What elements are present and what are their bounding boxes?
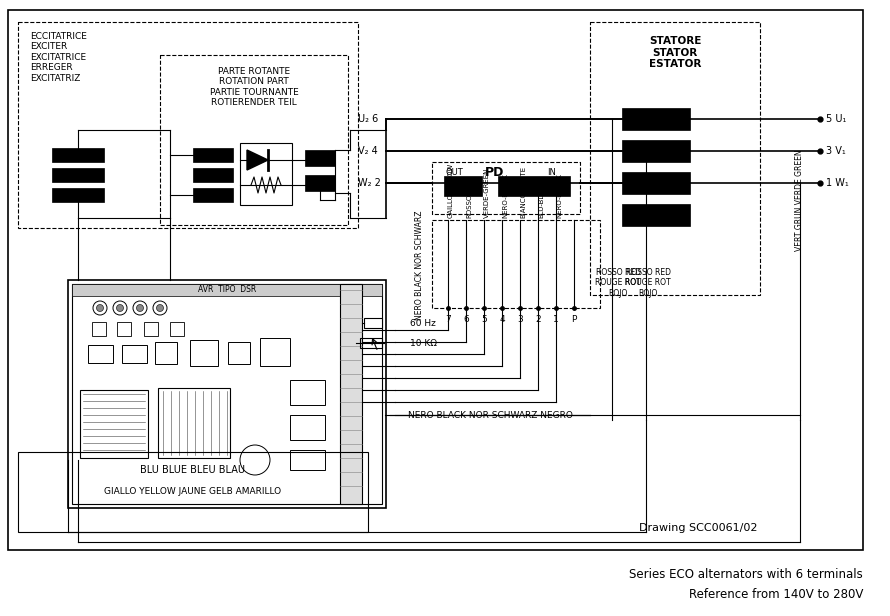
Bar <box>155 342 177 364</box>
Bar <box>290 415 325 440</box>
Text: BIANCO-WHITE: BIANCO-WHITE <box>520 166 526 218</box>
Text: ROSSO RED
ROUGE ROT
ROJO: ROSSO RED ROUGE ROT ROJO <box>595 268 641 298</box>
Bar <box>622 204 690 226</box>
Bar <box>68 280 386 508</box>
Text: ROSSO-RED: ROSSO-RED <box>466 177 472 218</box>
Text: BLU-BLUE: BLU-BLUE <box>538 185 544 218</box>
Text: ECCITATRICE
EXCITER
EXCITATRICE
ERREGER
EXCITATRIZ: ECCITATRICE EXCITER EXCITATRICE ERREGER … <box>30 32 87 83</box>
Text: NERO BLACK NOR SCHWARZ: NERO BLACK NOR SCHWARZ <box>416 210 425 320</box>
Bar <box>8 10 863 550</box>
Bar <box>622 140 690 162</box>
Text: 10 KΩ: 10 KΩ <box>410 339 437 347</box>
Text: STATORE
STATOR
ESTATOR: STATORE STATOR ESTATOR <box>649 36 701 69</box>
Text: P: P <box>571 315 577 324</box>
Text: GIALLO YELLOW JAUNE GELB AMARILLO: GIALLO YELLOW JAUNE GELB AMARILLO <box>104 487 281 496</box>
Text: 3 V₁: 3 V₁ <box>826 146 846 156</box>
Bar <box>260 338 290 366</box>
Text: GAILLO-YELLOW: GAILLO-YELLOW <box>448 163 454 218</box>
Text: ROSSO RED
ROUGE ROT
ROJO: ROSSO RED ROUGE ROT ROJO <box>625 268 671 298</box>
Text: 3: 3 <box>517 315 523 324</box>
Bar <box>117 322 131 336</box>
Bar <box>622 108 690 130</box>
Text: VERT GRUN VERDE GREEN: VERT GRUN VERDE GREEN <box>796 149 805 251</box>
Bar <box>52 188 104 202</box>
Text: 5 U₁: 5 U₁ <box>826 114 846 124</box>
Bar <box>88 345 113 363</box>
Circle shape <box>157 304 164 312</box>
Text: PARTE ROTANTE
ROTATION PART
PARTIE TOURNANTE
ROTIERENDER TEIL: PARTE ROTANTE ROTATION PART PARTIE TOURN… <box>210 67 298 107</box>
Bar <box>290 380 325 405</box>
Bar <box>432 162 580 214</box>
Text: U₂ 6: U₂ 6 <box>358 114 378 124</box>
Bar <box>590 22 760 295</box>
Bar <box>18 452 368 532</box>
Text: IN: IN <box>547 168 556 177</box>
Bar <box>240 143 292 205</box>
Bar <box>170 322 184 336</box>
Bar <box>193 188 233 202</box>
Bar <box>144 322 158 336</box>
Text: NERO-BLACK: NERO-BLACK <box>502 173 508 218</box>
Text: VERDE-GREEN: VERDE-GREEN <box>484 168 490 218</box>
Bar <box>193 168 233 182</box>
Text: 7: 7 <box>445 315 451 324</box>
Bar <box>190 340 218 366</box>
Bar <box>305 175 335 191</box>
Bar <box>52 148 104 162</box>
Bar <box>360 338 382 348</box>
Bar <box>432 220 600 308</box>
Bar <box>122 345 147 363</box>
Bar <box>52 168 104 182</box>
Text: AVR  TIPO  DSR: AVR TIPO DSR <box>198 285 256 294</box>
Circle shape <box>136 304 143 312</box>
Text: 5: 5 <box>481 315 487 324</box>
Circle shape <box>117 304 124 312</box>
Text: NERO-BLACK: NERO-BLACK <box>556 173 562 218</box>
Text: V₂ 4: V₂ 4 <box>358 146 377 156</box>
Text: NERO BLACK NOR SCHWARZ NEGRO: NERO BLACK NOR SCHWARZ NEGRO <box>408 410 572 419</box>
Bar <box>18 22 358 228</box>
Text: 1 W₁: 1 W₁ <box>826 178 849 188</box>
Bar <box>160 55 348 225</box>
Text: W₂ 2: W₂ 2 <box>358 178 381 188</box>
Bar <box>72 284 382 296</box>
Text: 4: 4 <box>499 315 505 324</box>
Text: Reference from 140V to 280V: Reference from 140V to 280V <box>689 588 863 601</box>
Bar <box>72 284 382 504</box>
Text: 6: 6 <box>463 315 469 324</box>
Text: BLU BLUE BLEU BLAU: BLU BLUE BLEU BLAU <box>141 465 246 475</box>
Text: 2: 2 <box>535 315 541 324</box>
Bar <box>80 390 148 458</box>
Bar <box>444 176 482 196</box>
Bar <box>364 318 382 328</box>
Text: 1: 1 <box>553 315 559 324</box>
Polygon shape <box>247 150 268 170</box>
Bar <box>92 322 106 336</box>
Bar <box>290 450 325 470</box>
Text: PD: PD <box>485 166 505 179</box>
Circle shape <box>96 304 103 312</box>
Text: Drawing SCC0061/02: Drawing SCC0061/02 <box>639 523 757 533</box>
Bar <box>498 176 570 196</box>
Bar <box>622 172 690 194</box>
Bar <box>305 150 335 166</box>
Text: OUT: OUT <box>445 168 463 177</box>
Text: Series ECO alternators with 6 terminals: Series ECO alternators with 6 terminals <box>629 569 863 582</box>
Bar <box>228 342 250 364</box>
Bar <box>340 284 362 504</box>
Text: 60 Hz: 60 Hz <box>410 318 436 328</box>
Bar <box>158 388 230 458</box>
Bar <box>193 148 233 162</box>
